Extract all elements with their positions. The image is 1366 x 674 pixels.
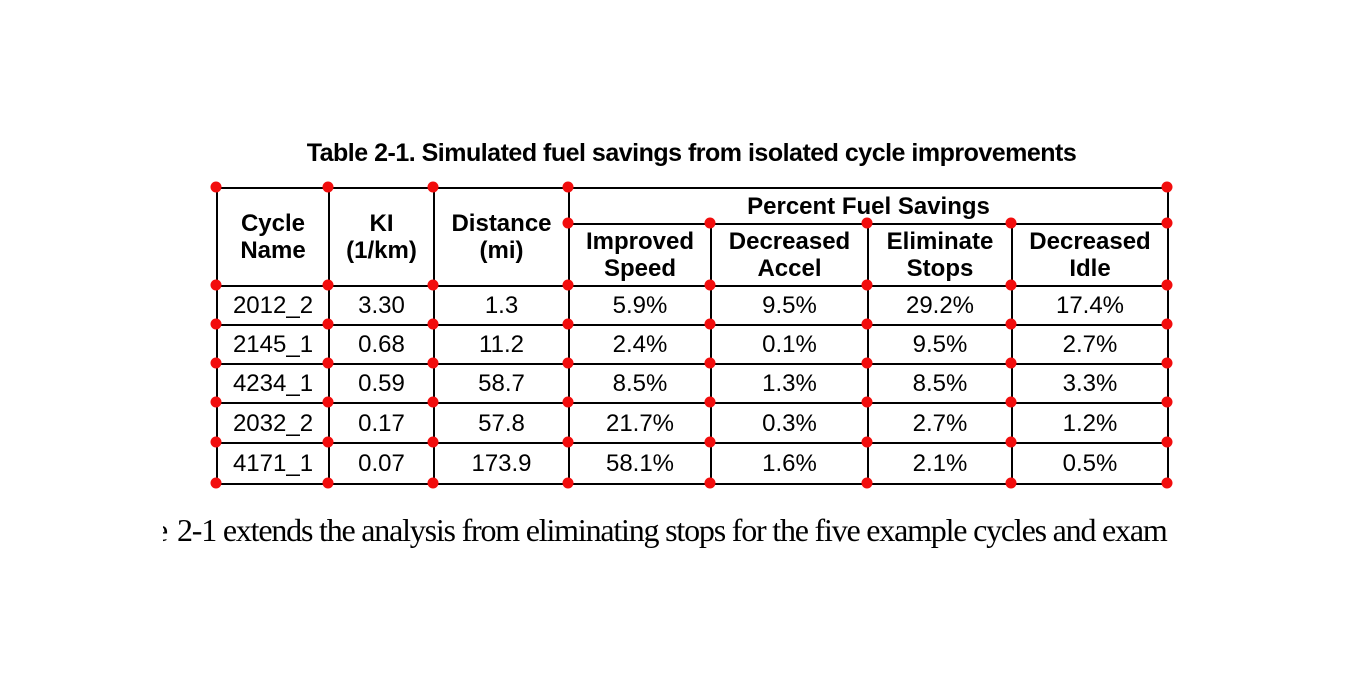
table-cell: 2032_2 — [216, 402, 330, 444]
table-row: 4171_1 0.07 173.9 58.1% 1.6% 2.1% 0.5% — [216, 442, 1170, 485]
table-cell: 58.7 — [433, 363, 570, 404]
table-body: 2012_2 3.30 1.3 5.9% 9.5% 29.2% 17.4% 2145_1 0.6… — [216, 285, 1170, 485]
col-header-ki: KI (1/km) — [328, 187, 435, 287]
table-cell: 0.17 — [328, 402, 435, 444]
table-cell: 1.6% — [710, 442, 869, 485]
table-cell: 0.3% — [710, 402, 869, 444]
table-cell: 29.2% — [867, 285, 1013, 326]
table-cell: 3.3% — [1010, 363, 1170, 404]
table-cell: 57.8 — [433, 402, 570, 444]
fuel-savings-table: Cycle Name KI (1/km) Distance (mi) Perce… — [216, 187, 1170, 485]
table-cell: 1.3 — [433, 285, 570, 326]
table-cell: 8.5% — [568, 363, 712, 404]
table-cell: 9.5% — [867, 324, 1013, 365]
table-header: Cycle Name KI (1/km) Distance (mi) Perce… — [216, 187, 1170, 287]
table-cell: 5.9% — [568, 285, 712, 326]
clipped-word-fragment: e — [163, 512, 171, 554]
col-header-cycle-name: Cycle Name — [216, 187, 330, 287]
table-cell: 17.4% — [1010, 285, 1170, 326]
table-cell: 2012_2 — [216, 285, 330, 326]
table-cell: 21.7% — [568, 402, 712, 444]
table-cell: 0.1% — [710, 324, 869, 365]
table-cell: 0.5% — [1010, 442, 1170, 485]
table-cell: 0.59 — [328, 363, 435, 404]
table-cell: 2.7% — [1010, 324, 1170, 365]
body-text-line: 2-1 extends the analysis from eliminatin… — [177, 512, 1168, 548]
table-cell: 173.9 — [433, 442, 570, 485]
table-caption: Table 2-1. Simulated fuel savings from i… — [306, 139, 1077, 167]
table-cell: 11.2 — [433, 324, 570, 365]
table-row: 2032_2 0.17 57.8 21.7% 0.3% 2.7% 1.2% — [216, 402, 1170, 444]
table-cell: 0.68 — [328, 324, 435, 365]
table-cell: 0.07 — [328, 442, 435, 485]
table-row: 2145_1 0.68 11.2 2.4% 0.1% 9.5% 2.7% — [216, 324, 1170, 365]
col-header-improved-speed: Improved Speed — [568, 223, 712, 287]
table-cell: 4171_1 — [216, 442, 330, 485]
col-header-eliminate-stops: Eliminate Stops — [867, 223, 1013, 287]
table-cell: 9.5% — [710, 285, 869, 326]
table-cell: 1.2% — [1010, 402, 1170, 444]
table-cell: 8.5% — [867, 363, 1013, 404]
table-cell: 58.1% — [568, 442, 712, 485]
table-cell: 2.7% — [867, 402, 1013, 444]
table-cell: 2.1% — [867, 442, 1013, 485]
table-row: 2012_2 3.30 1.3 5.9% 9.5% 29.2% 17.4% — [216, 285, 1170, 326]
table-cell: 4234_1 — [216, 363, 330, 404]
col-header-percent-fuel-savings: Percent Fuel Savings — [567, 187, 1170, 225]
table-cell: 3.30 — [328, 285, 435, 326]
table-cell: 2145_1 — [216, 324, 330, 365]
col-header-distance: Distance (mi) — [433, 187, 570, 287]
table-cell: 1.3% — [710, 363, 869, 404]
col-header-decreased-idle: Decreased Idle — [1010, 223, 1170, 287]
table-cell: 2.4% — [568, 324, 712, 365]
header-row-group: Cycle Name KI (1/km) Distance (mi) Perce… — [216, 187, 1170, 287]
col-header-decreased-accel: Decreased Accel — [710, 223, 869, 287]
header-row-sub: Improved Speed Decreased Accel Eliminate… — [217, 223, 1170, 287]
table-row: 4234_1 0.59 58.7 8.5% 1.3% 8.5% 3.3% — [216, 363, 1170, 404]
